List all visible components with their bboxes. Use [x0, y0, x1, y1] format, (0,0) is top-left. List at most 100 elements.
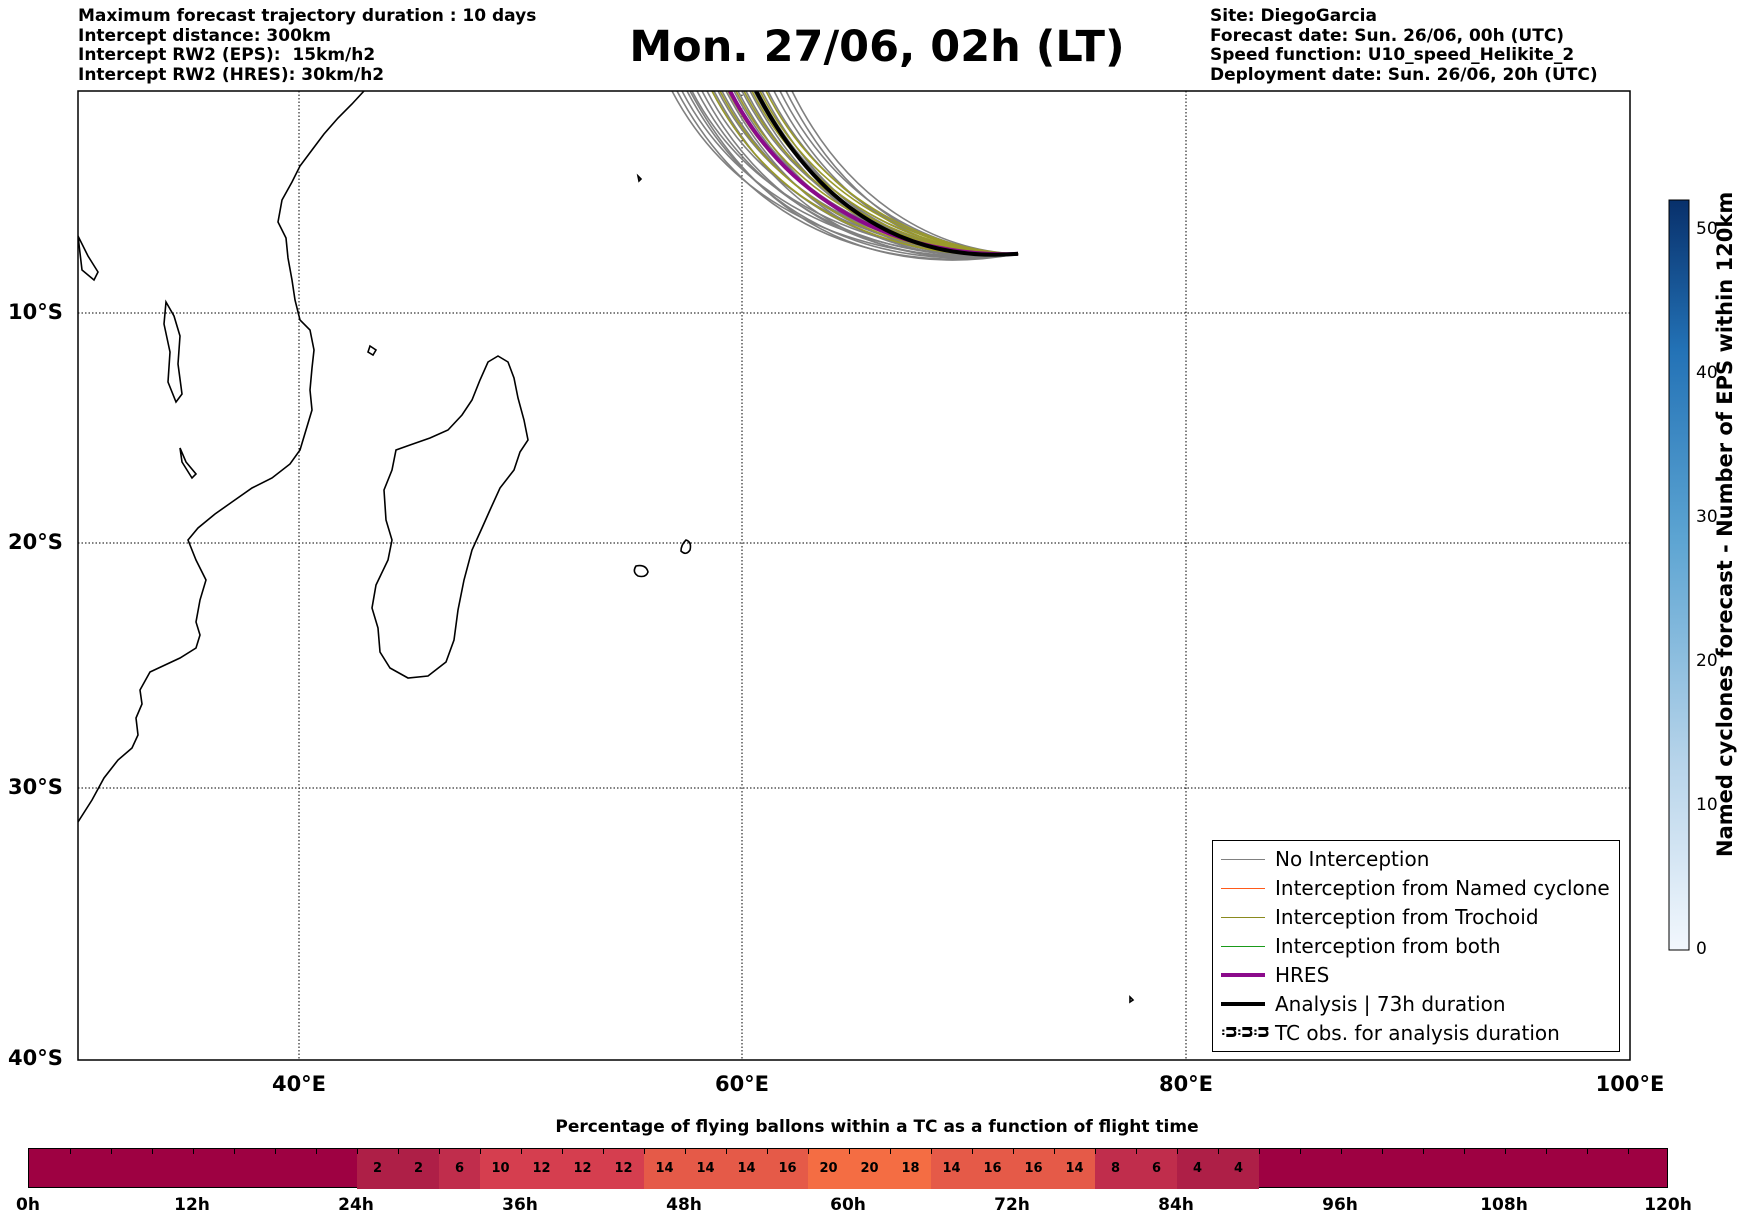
mauritius-island	[680, 539, 692, 555]
max-duration-text: Maximum forecast trajectory duration : 1…	[78, 6, 537, 26]
time-bar-tick	[70, 1149, 71, 1154]
time-bar-tick	[1259, 1149, 1260, 1154]
time-bar-tick	[562, 1149, 563, 1154]
time-bar-tick	[398, 1149, 399, 1154]
colorbar-tick: 50	[1696, 219, 1718, 239]
time-cell: 16	[1013, 1149, 1054, 1189]
time-cell: 14	[1054, 1149, 1095, 1189]
time-cell: 20	[849, 1149, 890, 1189]
time-cell: 16	[767, 1149, 808, 1189]
lon-label-40e: 40°E	[271, 1072, 327, 1096]
time-bar-tick	[193, 1149, 194, 1154]
lon-label-80e: 80°E	[1158, 1072, 1214, 1096]
legend-swatch	[1221, 888, 1265, 889]
time-cell: 14	[931, 1149, 972, 1189]
time-bar-tick	[890, 1149, 891, 1154]
time-cell: 12	[521, 1149, 562, 1189]
time-bar-tick	[1628, 1149, 1629, 1154]
time-cell: 6	[439, 1149, 480, 1189]
time-bar-tick	[111, 1149, 112, 1154]
time-bar-tick	[357, 1149, 358, 1154]
time-percentage-bar: 2 2 6 10 12 12 12 14 14 14 16 20 20 18 14 16 16 14 8 6 4 4	[28, 1148, 1668, 1189]
time-cell: 4	[1177, 1149, 1218, 1189]
speed-function-text: Speed function: U10_speed_Helikite_2	[1210, 45, 1575, 65]
legend-label: HRES	[1275, 963, 1330, 987]
legend-swatch	[1221, 1002, 1265, 1006]
deployment-date-text: Deployment date: Sun. 26/06, 20h (UTC)	[1210, 64, 1598, 85]
intercept-hres-text: Intercept RW2 (HRES): 30km/h2	[78, 64, 385, 85]
comoros-island	[367, 344, 378, 357]
colorbar-tick: 0	[1696, 939, 1707, 959]
time-bar-tick	[1218, 1149, 1219, 1154]
lat-label-40s: 40°S	[8, 1046, 63, 1070]
time-tick: 120h	[1644, 1195, 1692, 1215]
time-cell: 6	[1136, 1149, 1177, 1189]
time-tick: 60h	[830, 1195, 866, 1215]
lon-label-60e: 60°E	[714, 1072, 770, 1096]
trajectory-line	[765, 91, 1019, 255]
time-bar-tick	[1382, 1149, 1383, 1154]
time-bar-title: Percentage of flying ballons within a TC…	[555, 1117, 1199, 1137]
colorbar-tick: 40	[1696, 363, 1718, 383]
lake-victoria	[78, 235, 99, 282]
trajectory-line	[689, 91, 1019, 261]
time-cell: 18	[890, 1149, 931, 1189]
time-bar-tick	[1300, 1149, 1301, 1154]
legend-label: TC obs. for analysis duration	[1275, 1021, 1560, 1045]
time-cell: 2	[357, 1149, 398, 1189]
time-bar-tick	[152, 1149, 153, 1154]
forecast-date-text: Forecast date: Sun. 26/06, 00h (UTC)	[1210, 25, 1565, 46]
time-cell: 14	[644, 1149, 685, 1189]
colorbar-label: Named cyclones forecast - Number of EPS …	[1713, 191, 1737, 857]
legend-swatch	[1221, 946, 1265, 947]
time-tick: 48h	[666, 1195, 702, 1215]
legend-item-analysis: Analysis | 73h duration	[1213, 990, 1619, 1018]
time-bar-tick	[1423, 1149, 1424, 1154]
legend: No Interception Interception from Named …	[1212, 840, 1620, 1052]
chagos-island	[1129, 995, 1135, 1004]
time-bar-tick	[1505, 1149, 1506, 1154]
time-cell: 14	[685, 1149, 726, 1189]
gridlines	[78, 91, 1630, 1060]
time-cell: 16	[972, 1149, 1013, 1189]
legend-swatch	[1221, 859, 1265, 860]
time-bar-tick	[1095, 1149, 1096, 1154]
time-cell: 10	[480, 1149, 521, 1189]
trajectory-group	[671, 91, 1019, 261]
legend-swatch	[1221, 917, 1265, 918]
page-title: Mon. 27/06, 02h (LT)	[629, 22, 1125, 72]
lat-label-30s: 30°S	[8, 775, 63, 799]
time-bar-tick	[1136, 1149, 1137, 1154]
time-bar-tick	[521, 1149, 522, 1154]
time-bar-tick	[1177, 1149, 1178, 1154]
time-tick: 108h	[1480, 1195, 1528, 1215]
time-bar-tick	[275, 1149, 276, 1154]
lat-label-20s: 20°S	[8, 530, 63, 554]
time-bar-tick	[1464, 1149, 1465, 1154]
reunion-island	[633, 564, 649, 578]
legend-item-both: Interception from both	[1213, 932, 1619, 960]
cyclone-symbols-icon: ᴞᴞᴞ	[1221, 1021, 1270, 1042]
lake-tanganyika	[163, 299, 183, 404]
legend-item-tc-obs: ᴞᴞᴞ TC obs. for analysis duration	[1213, 1019, 1619, 1047]
time-cell: 2	[398, 1149, 439, 1189]
time-bar-tick	[767, 1149, 768, 1154]
time-tick: 12h	[174, 1195, 210, 1215]
legend-item-named-cyclone: Interception from Named cyclone	[1213, 874, 1619, 902]
legend-item-no-interception: No Interception	[1213, 845, 1619, 873]
coastlines	[78, 91, 1135, 1004]
lake-malawi	[179, 447, 198, 480]
legend-item-hres: HRES	[1213, 961, 1619, 989]
time-bar-tick	[931, 1149, 932, 1154]
legend-label: Interception from Named cyclone	[1275, 876, 1610, 900]
time-bar-tick	[234, 1149, 235, 1154]
time-tick: 24h	[338, 1195, 374, 1215]
legend-item-trochoid: Interception from Trochoid	[1213, 903, 1619, 931]
legend-label: Interception from both	[1275, 934, 1501, 958]
legend-swatch	[1221, 973, 1265, 977]
time-bar-tick	[1013, 1149, 1014, 1154]
legend-label: No Interception	[1275, 847, 1430, 871]
trajectory-line	[754, 91, 1019, 257]
map-frame	[77, 90, 1631, 1061]
